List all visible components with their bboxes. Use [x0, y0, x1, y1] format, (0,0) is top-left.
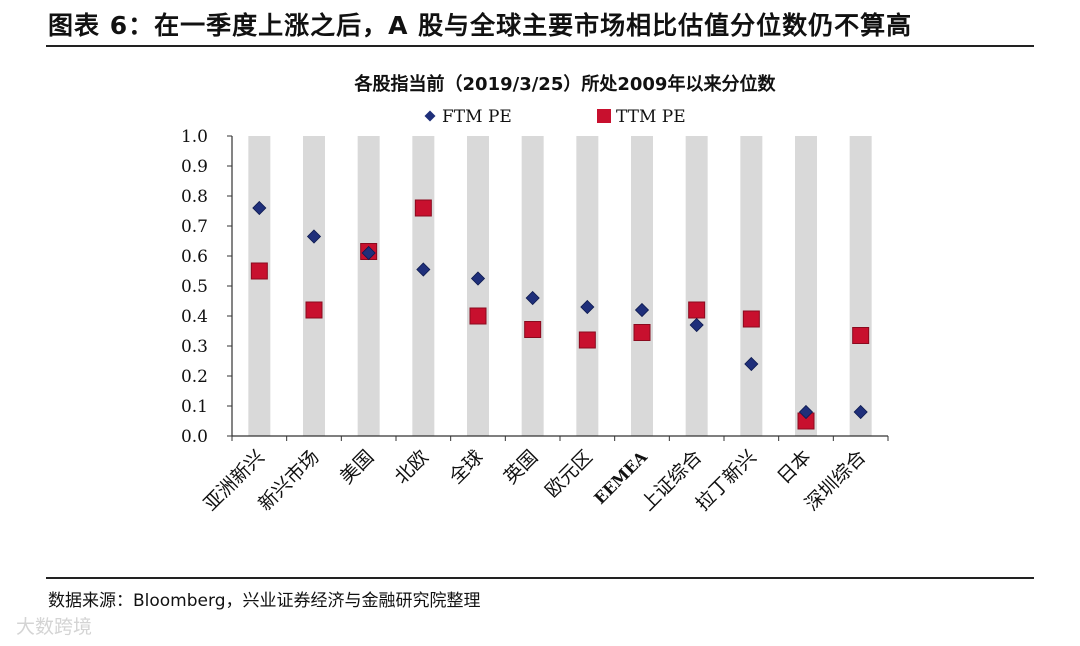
y-tick-label: 0.6 — [181, 247, 208, 267]
column-1 — [303, 136, 325, 436]
ftm-point — [416, 262, 431, 277]
x-tick-label: 深圳综合 — [801, 446, 870, 515]
ftm-point — [361, 245, 376, 261]
data-marks — [250, 199, 870, 430]
bottom-rule — [46, 577, 1034, 579]
top-rule — [46, 45, 1034, 47]
ttm-point — [305, 301, 323, 319]
x-tick-label: 欧元区 — [541, 446, 597, 502]
x-tick-label: 全球 — [445, 446, 487, 488]
y-tick-label: 0.9 — [181, 157, 208, 177]
legend-ftm-label: FTM PE — [442, 107, 512, 127]
y-tick-label: 0.1 — [181, 397, 208, 417]
ftm-point — [798, 404, 814, 420]
ftm-point — [306, 229, 322, 244]
y-tick-label: 0.8 — [181, 187, 208, 207]
y-tick-label: 0.3 — [181, 337, 208, 357]
column-8 — [685, 136, 708, 436]
column-5 — [521, 136, 544, 436]
x-tick-label: 新兴市场 — [254, 446, 323, 515]
ttm-point — [742, 310, 760, 328]
x-tick-label: 日本 — [773, 446, 815, 488]
ftm-point — [634, 302, 650, 318]
y-tick-label: 0.4 — [181, 307, 208, 327]
ttm-point — [633, 324, 651, 341]
x-tick-label: 美国 — [336, 446, 378, 488]
y-tick-label: 1.0 — [181, 127, 208, 147]
column-11 — [849, 136, 872, 436]
column-9 — [740, 136, 763, 436]
ftm-point — [470, 271, 486, 286]
column-10 — [795, 136, 817, 436]
ttm-point — [414, 199, 432, 217]
x-tick-label: 英国 — [500, 446, 542, 488]
ttm-point — [852, 327, 870, 344]
chart-title: 各股指当前（2019/3/25）所处2009年以来分位数 — [354, 73, 777, 95]
x-tick-label: 拉丁新兴 — [692, 446, 761, 515]
y-tick-label: 0.0 — [181, 427, 208, 447]
y-tick-label: 0.7 — [181, 217, 208, 237]
column-4 — [467, 136, 489, 436]
ftm-point — [252, 200, 267, 216]
ttm-point — [688, 301, 706, 319]
figure-title: 图表 6：在一季度上涨之后，A 股与全球主要市场相比估值分位数仍不算高 — [48, 11, 913, 40]
legend-ttm-label: TTM PE — [616, 107, 686, 127]
column-3 — [412, 136, 435, 436]
ttm-point — [578, 331, 596, 349]
y-tick-labels: 0.0 0.1 0.2 0.3 0.4 0.5 0.6 0.7 0.8 0.9 1.0 — [181, 127, 208, 447]
legend: FTM PE TTM PE — [424, 107, 686, 127]
column-7 — [631, 136, 653, 436]
y-tick-label: 0.5 — [181, 277, 208, 297]
ttm-point — [250, 262, 268, 280]
category-columns — [248, 136, 872, 436]
y-tick-label: 0.2 — [181, 367, 208, 387]
ftm-point — [689, 317, 704, 333]
ftm-point — [580, 299, 595, 315]
ttm-point — [469, 307, 487, 325]
column-6 — [576, 136, 599, 436]
source-note: 数据来源：Bloomberg，兴业证券经济与金融研究院整理 — [48, 591, 481, 611]
ftm-point — [744, 356, 759, 372]
axes — [227, 135, 889, 441]
x-tick-label: 北欧 — [390, 446, 432, 488]
ftm-point — [853, 404, 868, 420]
column-2 — [357, 136, 380, 436]
legend-ftm-marker — [424, 110, 436, 122]
legend-ttm-marker — [597, 109, 611, 123]
ftm-point — [525, 290, 540, 306]
ttm-point — [524, 321, 542, 338]
column-0 — [248, 136, 271, 436]
watermark: 大数跨境 — [16, 616, 93, 638]
